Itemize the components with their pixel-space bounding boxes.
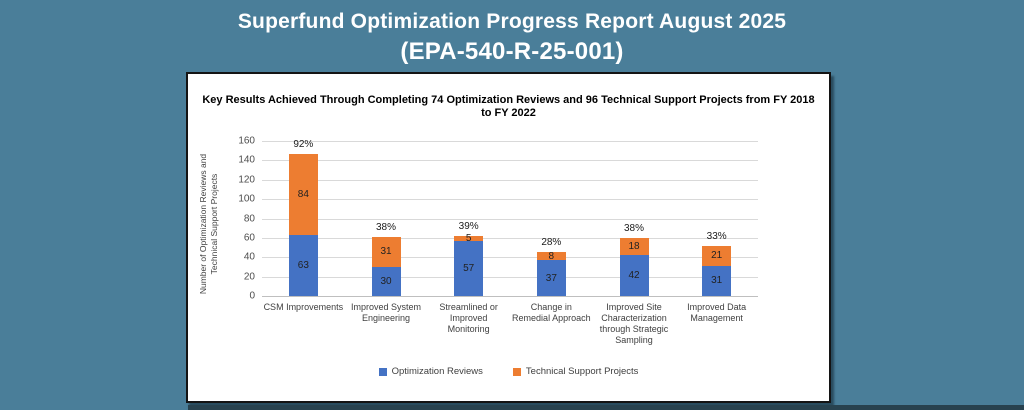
y-axis-title-line1: Number of Optimization Reviews and <box>198 153 208 295</box>
y-axis-tick-label: 160 <box>238 135 255 147</box>
bar-total-percent-label: 92% <box>293 138 314 150</box>
x-axis-category-label: Change in Remedial Approach <box>512 302 591 323</box>
legend-swatch-icon <box>512 367 521 376</box>
gridline <box>262 296 758 297</box>
gridline <box>262 199 758 201</box>
y-axis-tick-label: 100 <box>238 193 255 205</box>
x-axis-category-label: Improved Data Management <box>687 302 747 323</box>
chart-legend: Optimization Reviews Technical Support Pr… <box>188 366 829 377</box>
bar-2: 31 30 <box>371 236 401 296</box>
x-axis-category-label: CSM Improvements <box>263 302 344 312</box>
y-axis-tick-label: 140 <box>238 154 255 166</box>
legend-item: Technical Support Projects <box>512 366 639 377</box>
chart-panel: Key Results Achieved Through Completing … <box>186 72 831 403</box>
bar-4: 8 37 <box>536 251 566 296</box>
gridline <box>262 160 758 162</box>
legend-swatch-icon <box>378 367 387 376</box>
y-axis-title: Number of Optimization Reviews and Techn… <box>198 144 222 304</box>
y-axis-tick-label: 60 <box>243 232 255 244</box>
gridline <box>262 237 758 239</box>
bar-1: 84 63 <box>288 153 318 296</box>
x-axis-category-label: Improved System Engineering <box>350 302 421 323</box>
bar-segment-technical-support-projects: 31 <box>371 236 401 267</box>
plot-area: 0 20 40 60 80 100 120 140 160 84 63 92% 31 30 38% 5 57 39… <box>238 136 758 302</box>
bar-segment-optimization-reviews: 31 <box>702 265 732 296</box>
y-axis-title-line2: Technical Support Projects <box>208 173 219 275</box>
legend-label: Technical Support Projects <box>525 366 639 377</box>
bar-total-percent-label: 28% <box>541 237 562 249</box>
bar-segment-optimization-reviews: 42 <box>619 255 649 296</box>
legend-label: Optimization Reviews <box>391 366 483 377</box>
y-axis-tick-label: 0 <box>249 290 255 302</box>
bar-total-percent-label: 38% <box>623 222 644 234</box>
gridline <box>262 141 758 142</box>
legend-item: Optimization Reviews <box>378 366 483 377</box>
bar-segment-technical-support-projects: 18 <box>619 237 649 256</box>
bar-total-percent-label: 39% <box>458 220 479 232</box>
y-axis-tick-label: 80 <box>243 213 255 224</box>
y-axis-tick-label: 40 <box>243 251 255 263</box>
y-axis-tick-label: 120 <box>238 174 255 186</box>
bar-total-percent-label: 33% <box>706 230 727 242</box>
y-axis-tick-label: 20 <box>243 271 255 283</box>
bar-6: 21 31 <box>702 245 732 296</box>
bar-total-percent-label: 38% <box>375 221 396 233</box>
gridline <box>262 276 758 278</box>
bar-segment-technical-support-projects: 84 <box>288 153 318 235</box>
x-axis-labels: CSM Improvements Improved System Engineer… <box>262 302 758 366</box>
bar-5: 18 42 <box>619 237 649 296</box>
bottom-edge-strip <box>188 405 1024 410</box>
x-axis-category-label: Streamlined or Improved Monitoring <box>439 302 498 334</box>
x-axis-category-label: Improved Site Characterization through S… <box>599 302 669 345</box>
bar-3: 5 57 <box>454 233 484 296</box>
bar-segment-optimization-reviews: 63 <box>288 234 318 296</box>
gridline <box>262 257 758 259</box>
gridline <box>262 179 758 181</box>
bar-segment-optimization-reviews: 57 <box>454 240 484 296</box>
bar-segment-technical-support-projects: 21 <box>702 245 732 266</box>
bar-segment-technical-support-projects: 8 <box>536 251 566 262</box>
page-subtitle: (EPA-540-R-25-001) <box>400 38 624 65</box>
gridline <box>262 218 758 220</box>
page-title: Superfund Optimization Progress Report A… <box>237 10 787 33</box>
bar-segment-optimization-reviews: 30 <box>371 266 401 296</box>
bar-segment-optimization-reviews: 37 <box>536 260 566 296</box>
chart-title: Key Results Achieved Through Completing … <box>202 94 815 119</box>
bar-segment-technical-support-projects: 5 <box>454 233 484 244</box>
